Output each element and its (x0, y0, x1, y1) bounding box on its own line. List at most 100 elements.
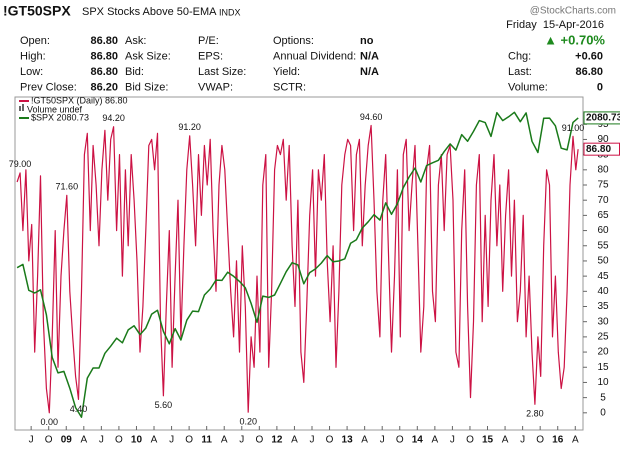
watermark: @StockCharts.com (530, 6, 616, 17)
field-label: EPS: (198, 51, 223, 63)
annotation: 94.60 (360, 112, 383, 122)
last-value-label: 2080.73 (586, 113, 620, 124)
x-tick-label: A (502, 435, 509, 446)
last-value-box (583, 111, 620, 125)
annotation: 4.40 (70, 404, 88, 414)
y-tick-label: 70 (597, 195, 609, 206)
x-tick-label: J (450, 435, 455, 446)
field-label: Annual Dividend: (273, 51, 356, 63)
field-label: Last Size: (198, 66, 246, 78)
field-label: High: (20, 51, 46, 63)
field-label: Yield: (273, 66, 300, 78)
y-tick-label: 20 (597, 347, 609, 358)
y-tick-label: 15 (597, 362, 609, 373)
x-tick-label: J (380, 435, 385, 446)
field-label: Prev Close: (20, 82, 77, 94)
exchange: INDX (219, 7, 241, 17)
x-tick-label: 12 (271, 435, 283, 446)
field-label: Ask: (125, 35, 146, 47)
x-tick-label: O (255, 435, 263, 446)
last-value-label: 86.80 (586, 144, 611, 155)
field-label: Last: (508, 66, 532, 78)
y-tick-label: 25 (597, 332, 609, 343)
x-tick-label: 14 (412, 435, 424, 446)
x-tick-label: A (361, 435, 368, 446)
annotation: 5.60 (155, 400, 173, 410)
x-tick-label: O (115, 435, 123, 446)
y-tick-label: 65 (597, 210, 609, 221)
description: SPX Stocks Above 50-EMA (82, 6, 217, 18)
legend-entry: !GT50SPX (Daily) 86.80 (31, 95, 128, 105)
x-tick-label: 09 (61, 435, 73, 446)
annotation: 0.00 (40, 417, 58, 427)
x-tick-label: O (466, 435, 474, 446)
x-tick-label: J (99, 435, 104, 446)
x-tick-label: 16 (552, 435, 564, 446)
y-tick-label: 75 (597, 180, 609, 191)
x-tick-label: O (396, 435, 404, 446)
x-tick-label: A (432, 435, 439, 446)
x-tick-label: 13 (342, 435, 354, 446)
annotation: 91.00 (562, 123, 585, 133)
annotation: 0.20 (239, 417, 257, 427)
field-value: no (360, 35, 374, 47)
annotation: 71.60 (56, 182, 79, 192)
field-label: P/E: (198, 35, 219, 47)
x-tick-label: 15 (482, 435, 494, 446)
field-label: Chg: (508, 51, 531, 63)
field-value: 86.80 (575, 66, 603, 78)
y-tick-label: 5 (600, 392, 606, 403)
x-tick-label: A (80, 435, 87, 446)
x-tick-label: J (169, 435, 174, 446)
annotation: 2.80 (526, 409, 544, 419)
field-value: 86.80 (90, 51, 118, 63)
x-tick-label: 10 (131, 435, 143, 446)
y-tick-label: 10 (597, 377, 609, 388)
y-tick-label: 50 (597, 256, 609, 267)
y-tick-label: 90 (597, 134, 609, 145)
x-tick-label: A (572, 435, 579, 446)
legend-entry: Volume undef (27, 104, 83, 114)
field-label: Bid: (125, 66, 144, 78)
x-tick-label: J (29, 435, 34, 446)
last-value-tag: 2080.73 (583, 111, 620, 125)
field-label: Open: (20, 35, 50, 47)
annotation: 79.00 (9, 159, 32, 169)
x-tick-label: A (221, 435, 228, 446)
field-label: Ask Size: (125, 51, 171, 63)
field-label: VWAP: (198, 82, 233, 94)
field-value: N/A (360, 51, 379, 63)
legend-entry: $SPX 2080.73 (31, 112, 89, 122)
x-tick-label: J (309, 435, 314, 446)
x-tick-label: O (326, 435, 334, 446)
series-line (16, 124, 579, 414)
field-value: N/A (360, 66, 379, 78)
series-line (16, 111, 579, 418)
y-tick-label: 45 (597, 271, 609, 282)
date: Friday 15-Apr-2016 (506, 19, 604, 31)
last-value-tag: 86.80 (583, 142, 620, 156)
y-tick-label: 55 (597, 240, 609, 251)
x-tick-label: J (239, 435, 244, 446)
y-tick-label: 30 (597, 316, 609, 327)
field-label: Volume: (508, 82, 548, 94)
field-value: 86.80 (90, 35, 118, 47)
field-label: Bid Size: (125, 82, 168, 94)
field-label: Low: (20, 66, 43, 78)
legend-swatch (19, 106, 21, 111)
field-value: 86.20 (90, 82, 118, 94)
plot-frame (14, 96, 584, 431)
x-tick-label: A (291, 435, 298, 446)
x-tick-label: O (45, 435, 53, 446)
field-label: SCTR: (273, 82, 306, 94)
field-value: +0.60 (575, 51, 603, 63)
x-tick-label: O (185, 435, 193, 446)
symbol: !GT50SPX (3, 3, 71, 19)
annotation: 94.20 (102, 113, 125, 123)
change-pct: ▲ +0.70% (544, 32, 605, 47)
x-tick-label: J (520, 435, 525, 446)
y-tick-label: 40 (597, 286, 609, 297)
y-tick-label: 80 (597, 164, 609, 175)
